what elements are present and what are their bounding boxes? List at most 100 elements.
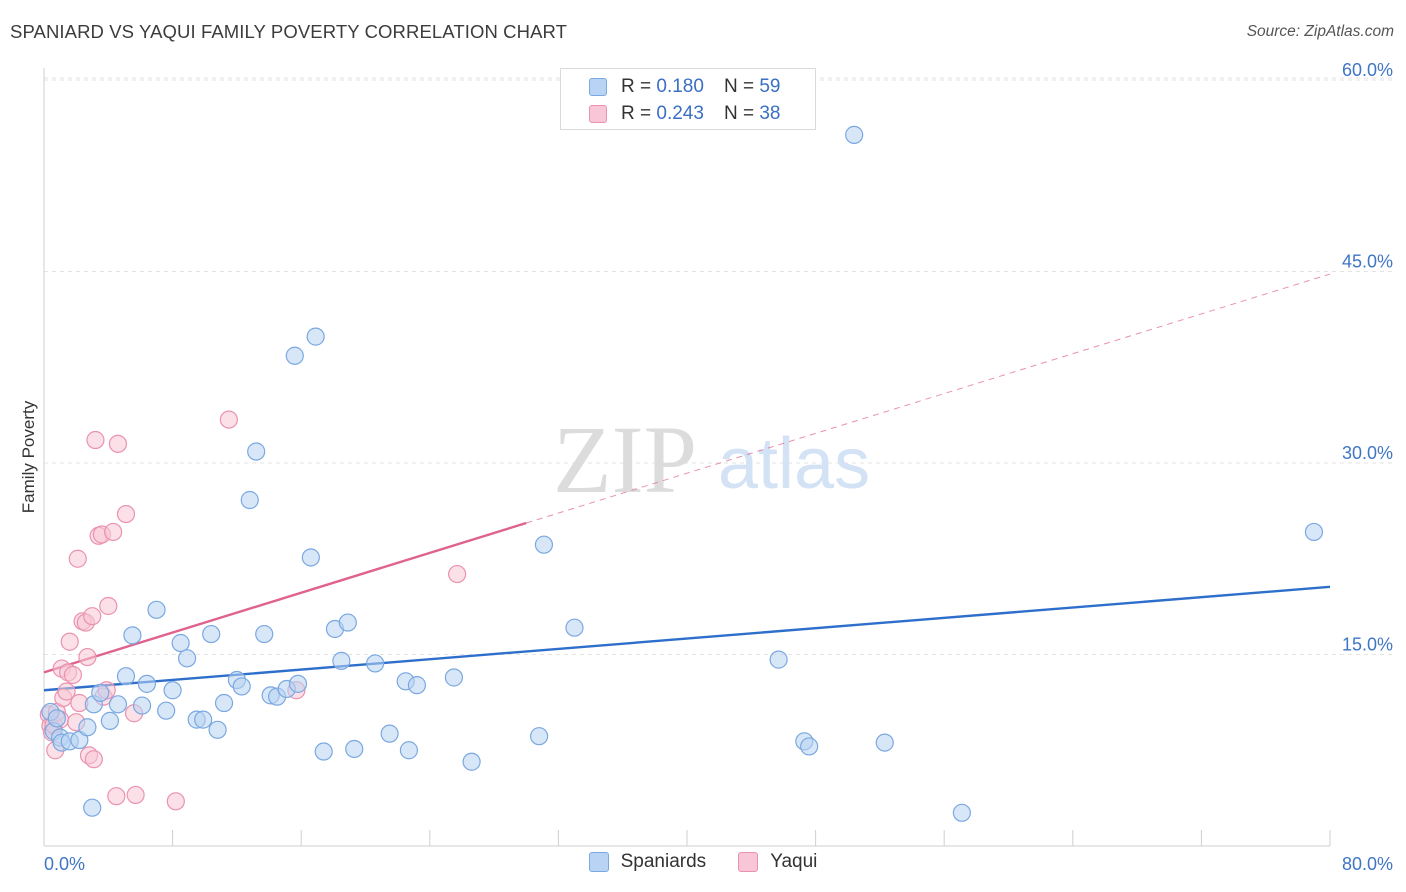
spaniards-point-47: [407, 676, 427, 695]
chart-title: SPANIARD VS YAQUI FAMILY POVERTY CORRELA…: [10, 21, 568, 42]
spaniards-point-35: [288, 674, 308, 693]
yaqui-point-12: [63, 665, 83, 685]
watermark-atlas: atlas: [718, 424, 870, 504]
spaniards-point-10: [100, 711, 120, 730]
spaniards-point-12: [116, 667, 136, 686]
spaniards-point-53: [83, 798, 102, 817]
yaqui-point-33: [166, 792, 185, 811]
spaniards-r-value: 0.180: [656, 76, 704, 97]
spaniards-point-7: [78, 718, 97, 737]
legend-row-spaniards: R = 0.180 N = 59: [589, 75, 780, 99]
spaniards-point-38: [314, 742, 333, 761]
spaniards-legend-swatch: [588, 852, 609, 872]
legend-r-label: R =: [621, 76, 652, 97]
spaniards-point-17: [157, 701, 176, 720]
yaqui-point-32: [126, 785, 145, 805]
spaniards-point-50: [530, 727, 549, 746]
spaniards-point-11: [108, 695, 128, 714]
spaniards-point-48: [444, 668, 464, 687]
yaqui-point-36: [448, 564, 467, 584]
y-tick-label-45: 45.0%: [1342, 252, 1393, 272]
yaqui-point-28: [104, 522, 123, 542]
legend-n-label: N =: [723, 103, 755, 124]
spaniards-point-28: [240, 490, 259, 510]
spaniards-point-41: [338, 613, 357, 632]
spaniards-point-42: [345, 739, 364, 759]
yaqui-r-value: 0.243: [656, 103, 704, 124]
spaniards-point-20: [177, 649, 197, 668]
yaqui-point-34: [219, 410, 238, 429]
spaniards-point-19: [171, 633, 190, 653]
legend-item-spaniards: Spaniards: [588, 851, 707, 873]
x-ticks: [43, 830, 1331, 846]
spaniards-legend-label: Spaniards: [620, 851, 707, 872]
x-tick-label-min: 0.0%: [44, 854, 85, 874]
legend-r-label: R =: [621, 103, 652, 124]
spaniards-point-37: [306, 327, 325, 346]
spaniards-point-59: [952, 803, 971, 822]
yaqui-point-20: [83, 607, 102, 626]
yaqui-point-37: [107, 787, 126, 806]
x-tick-label-max: 80.0%: [1342, 854, 1393, 874]
yaqui-point-9: [57, 682, 76, 701]
spaniards-point-51: [534, 535, 554, 554]
yaqui-n-value: 38: [759, 103, 781, 124]
yaqui-legend-swatch: [738, 852, 759, 872]
spaniards-point-58: [875, 733, 894, 752]
yaqui-trend-line: [43, 521, 527, 674]
spaniards-point-13: [123, 626, 142, 645]
spaniards-point-30: [255, 624, 274, 644]
spaniards-swatch: [589, 78, 607, 96]
spaniards-point-25: [214, 693, 234, 713]
spaniards-point-24: [208, 720, 227, 739]
spaniards-point-36: [301, 548, 320, 567]
spaniards-trend-line: [43, 585, 1331, 692]
yaqui-point-21: [84, 750, 103, 769]
spaniards-n-value: 59: [759, 76, 781, 97]
spaniards-point-43: [366, 654, 385, 673]
y-tick-labels: 15.0% 30.0% 45.0% 60.0%: [1342, 60, 1393, 655]
watermark: ZIP atlas: [553, 406, 870, 513]
watermark-zip: ZIP: [553, 406, 697, 513]
yaqui-point-29: [108, 434, 128, 453]
yaqui-point-18: [78, 647, 97, 667]
yaqui-swatch: [589, 105, 607, 123]
legend-row-yaqui: R = 0.243 N = 38: [589, 102, 780, 126]
gridlines: [44, 77, 1393, 655]
y-axis-label: Family Poverty: [19, 400, 38, 513]
spaniards-point-40: [332, 651, 351, 670]
yaqui-point-22: [86, 430, 105, 450]
spaniards-point-9: [91, 683, 110, 702]
spaniards-point-27: [232, 677, 251, 696]
spaniards-point-56: [800, 737, 819, 756]
spaniards-point-23: [202, 624, 221, 644]
spaniards-point-29: [247, 442, 266, 461]
correlation-legend: R = 0.180 N = 59 R = 0.243 N = 38: [560, 68, 816, 130]
yaqui-trend-extension: [526, 273, 1331, 524]
spaniards-point-34: [285, 346, 304, 365]
spaniards-point-52: [565, 618, 584, 637]
spaniards-point-18: [163, 681, 182, 700]
y-tick-label-30: 30.0%: [1342, 443, 1393, 463]
spaniards-point-44: [380, 724, 399, 743]
trend-lines: [43, 273, 1331, 692]
spaniards-points: [41, 125, 1324, 822]
y-tick-label-60: 60.0%: [1342, 60, 1393, 80]
y-tick-label-15: 15.0%: [1342, 635, 1393, 655]
spaniards-point-16: [147, 600, 166, 619]
yaqui-point-27: [99, 596, 118, 616]
spaniards-point-22: [194, 710, 213, 729]
spaniards-point-2: [47, 709, 66, 728]
legend-item-yaqui: Yaqui: [738, 851, 817, 873]
spaniards-point-49: [462, 752, 481, 771]
series-legend: Spaniards Yaqui: [0, 851, 1406, 873]
yaqui-point-14: [68, 549, 87, 568]
yaqui-legend-label: Yaqui: [770, 851, 818, 872]
spaniards-point-57: [845, 125, 864, 144]
spaniards-point-54: [769, 650, 788, 669]
spaniards-point-46: [399, 741, 419, 760]
yaqui-point-30: [116, 504, 136, 524]
spaniards-point-60: [1304, 522, 1324, 542]
yaqui-point-11: [60, 632, 79, 651]
